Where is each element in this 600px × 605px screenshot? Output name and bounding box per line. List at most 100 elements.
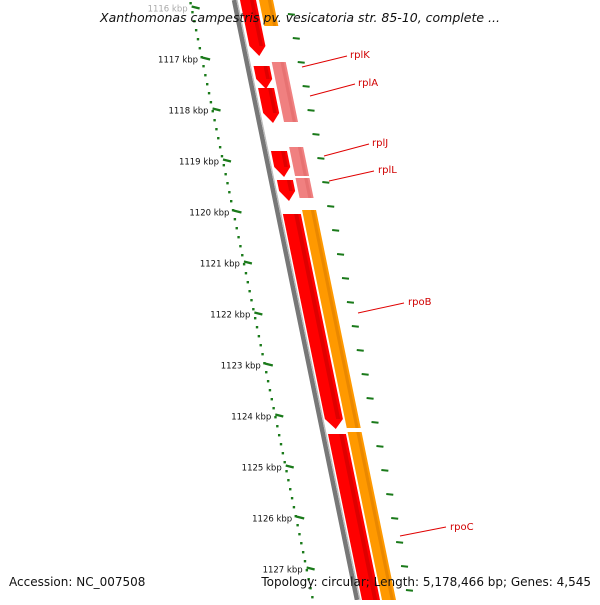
ruler-dot xyxy=(209,101,213,104)
ruler-dot xyxy=(255,326,259,329)
feature-tick xyxy=(287,13,295,16)
ruler-dot xyxy=(301,551,305,554)
genome-title: Xanthomonas campestris pv. vesicatoria s… xyxy=(100,10,500,25)
gene-rplA-cds-2[interactable] xyxy=(258,88,280,123)
feature-tick xyxy=(332,229,340,232)
ruler-tick-label: 1126 kbp xyxy=(252,515,292,525)
gene-label-leader xyxy=(357,302,405,314)
ruler-dot xyxy=(196,38,200,41)
feature-tick xyxy=(405,589,414,592)
ruler-dot xyxy=(277,434,281,437)
ruler-dot xyxy=(218,146,222,149)
feature-tick xyxy=(322,181,330,184)
gene-label-rpoC[interactable]: rpoC xyxy=(450,522,474,533)
ruler-dot xyxy=(276,425,279,428)
ruler-dot xyxy=(272,407,275,410)
ruler-dot xyxy=(213,119,216,122)
ruler-dot xyxy=(237,236,240,239)
ruler-dot xyxy=(290,497,294,500)
ruler-dot xyxy=(191,11,194,14)
ruler-dot xyxy=(268,389,272,392)
gene-label-rpoB[interactable]: rpoB xyxy=(408,297,432,308)
gene-rplL-cds-shade xyxy=(286,180,293,191)
ruler-dot xyxy=(303,560,307,563)
gene-label-leader xyxy=(301,55,348,68)
gene-label-rplJ[interactable]: rplJ xyxy=(372,138,388,149)
ruler-dot xyxy=(222,164,226,167)
feature-tick xyxy=(312,133,320,136)
ruler-dot xyxy=(244,272,248,275)
feature-tick xyxy=(371,421,379,424)
ruler-tick-label: 1117 kbp xyxy=(158,56,198,66)
ruler-dot xyxy=(265,371,268,374)
ruler-dot xyxy=(261,353,264,356)
ruler-tick xyxy=(285,464,295,469)
ruler-dot xyxy=(189,2,192,5)
gene-rplL-track[interactable] xyxy=(295,178,314,198)
gene-rplJ-cds[interactable] xyxy=(270,151,291,177)
gene-rplA-cds-2-shade xyxy=(268,88,277,113)
feature-tick xyxy=(395,541,404,544)
gene-rplJ-track-shade xyxy=(297,147,307,176)
ruler-tick-label: 1124 kbp xyxy=(231,413,271,423)
gene-rpoB-track-shade xyxy=(310,210,359,428)
ruler-tick xyxy=(212,107,221,112)
ruler-dot xyxy=(235,227,238,230)
feature-tick xyxy=(351,325,359,328)
backbone-highlight xyxy=(236,0,361,601)
kbp-ruler: 1116 kbp 1117 kbp 1118 kbp 1119 kbp 1120 kbp… xyxy=(148,2,315,599)
gene-label-leader xyxy=(399,526,447,537)
ruler-dot xyxy=(289,488,292,491)
ruler-tick xyxy=(201,56,211,61)
ruler-dot xyxy=(250,299,253,302)
ruler-dot xyxy=(257,335,261,338)
ruler-dot xyxy=(259,344,262,347)
ruler-dot xyxy=(230,200,233,203)
ruler-tick-label: 1120 kbp xyxy=(189,209,229,219)
feature-tick xyxy=(336,253,345,256)
ruler-tick-label: 1123 kbp xyxy=(221,362,261,372)
ruler-dot xyxy=(274,416,277,419)
ruler-dot xyxy=(296,524,299,527)
ruler-dot xyxy=(285,470,288,473)
ruler-dot xyxy=(226,182,229,185)
feature-tick xyxy=(302,85,310,88)
ruler-dot xyxy=(217,137,220,140)
ruler-dot xyxy=(253,317,257,320)
ruler-dot xyxy=(283,461,286,464)
ruler-dot xyxy=(263,362,266,365)
gene-labels: rplK rplA rplJ rplL rpoB rpoC xyxy=(301,50,474,537)
ruler-tick xyxy=(295,515,305,520)
gene-label-rplK[interactable]: rplK xyxy=(350,50,370,61)
ruler-dot xyxy=(300,542,303,545)
ruler-tick xyxy=(254,311,263,316)
ruler-dot xyxy=(246,281,250,284)
ruler-tick xyxy=(264,362,274,367)
feature-tick xyxy=(381,469,389,472)
ruler-dot xyxy=(233,218,237,221)
feature-tick xyxy=(346,301,355,304)
gene-rpoC-track-shade xyxy=(356,432,395,605)
gene-label-rplA[interactable]: rplA xyxy=(358,78,378,89)
feature-tick xyxy=(391,517,399,520)
ruler-tick-label: 1127 kbp xyxy=(263,566,303,576)
ruler-tick-label: 1118 kbp xyxy=(168,107,208,117)
ruler-tick xyxy=(306,566,315,571)
ruler-dot xyxy=(294,515,297,518)
gene-rplK-cds-shade xyxy=(250,0,264,46)
ruler-dot xyxy=(266,380,270,383)
feature-tick xyxy=(376,445,384,448)
ruler-dot xyxy=(241,254,244,257)
ruler-dot xyxy=(287,479,290,482)
gene-label-leader xyxy=(328,170,375,182)
gene-label-rplL[interactable]: rplL xyxy=(378,165,397,176)
accession-label: Accession: NC_007508 xyxy=(9,575,146,589)
ruler-dot xyxy=(224,173,227,176)
gene-rplK-track-shade xyxy=(267,0,277,26)
ruler-dot xyxy=(248,290,251,293)
gene-rpoC-cds-shade xyxy=(339,434,379,605)
ruler-tick xyxy=(233,209,242,214)
ruler-tick xyxy=(222,158,232,163)
